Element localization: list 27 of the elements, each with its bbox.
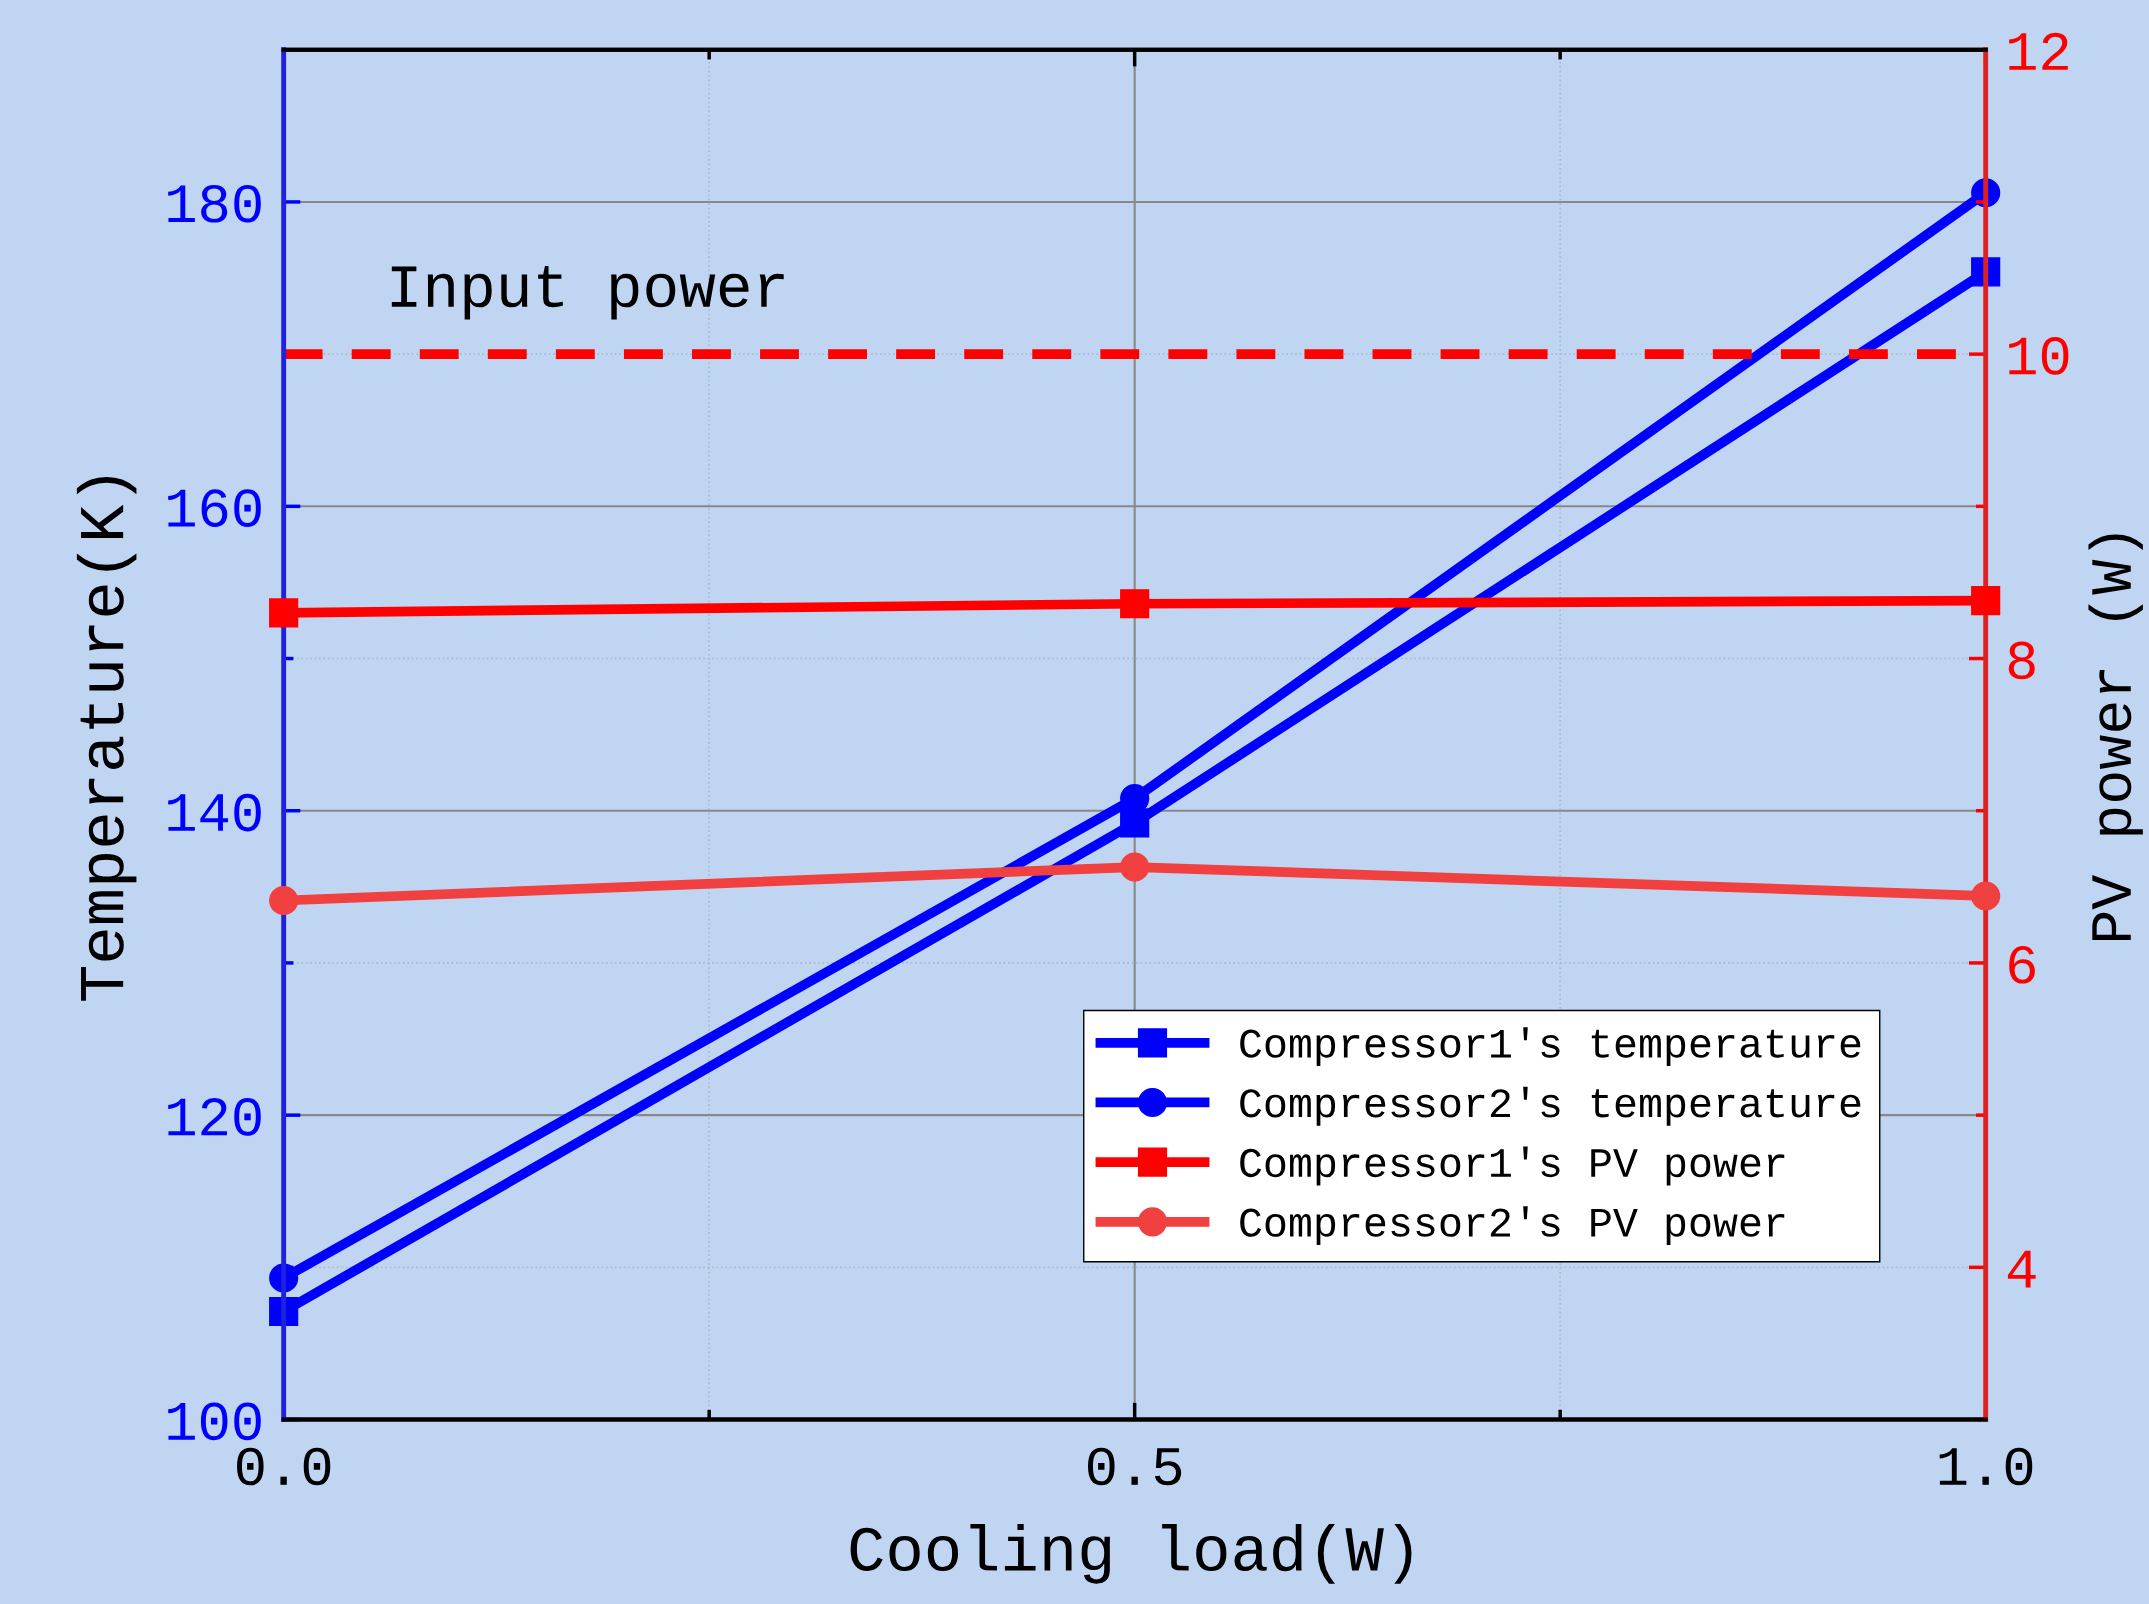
x-tick-label: 0.0	[237, 1447, 331, 1486]
point	[269, 598, 299, 628]
legend-label: Compressor1's PV power	[1240, 1146, 1785, 1186]
point	[1971, 881, 2001, 911]
y-tick-label: 180	[168, 184, 261, 223]
y-tick-label: 120	[168, 1098, 261, 1136]
point	[269, 885, 299, 916]
y-axis-title: Temperature(K)	[76, 477, 137, 1001]
point	[1120, 589, 1150, 619]
x-axis-title: Cooling load(W)	[850, 1524, 1412, 1584]
point	[1120, 852, 1150, 882]
x-tick-label: 0.5	[1088, 1447, 1182, 1486]
y2-tick-label: 4	[2007, 1250, 2036, 1288]
legend-label: Compressor2's PV power	[1240, 1206, 1785, 1246]
x-tick-label: 1.0	[1939, 1447, 2033, 1486]
point	[1971, 586, 2001, 616]
y2-tick-label: 10	[2009, 337, 2069, 375]
ref-line-label: Input power	[391, 266, 784, 320]
y2-tick-label: 8	[2008, 641, 2035, 680]
legend-label: Compressor2's temperature	[1240, 1086, 1861, 1126]
y-tick-label: 160	[168, 489, 261, 528]
legend-label: Compressor1's temperature	[1240, 1027, 1861, 1067]
y-tick-label: 100	[168, 1402, 261, 1441]
y2-axis-title: PV power (W)	[2088, 534, 2143, 941]
y-tick-label: 140	[168, 793, 261, 832]
y2-tick-label: 12	[2009, 32, 2068, 70]
y2-tick-label: 6	[2009, 945, 2035, 984]
